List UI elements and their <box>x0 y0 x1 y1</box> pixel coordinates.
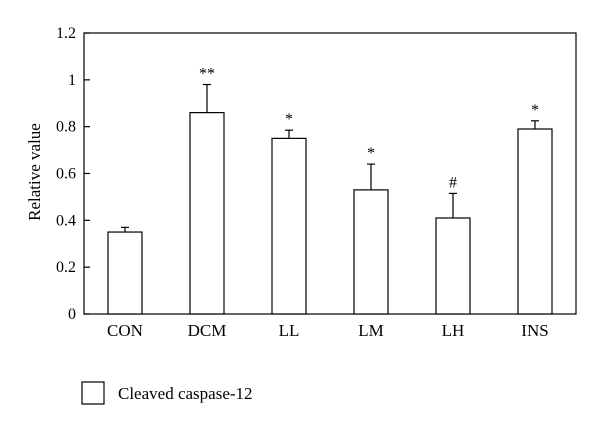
significance-label: * <box>531 102 539 119</box>
legend: Cleaved caspase-12 <box>81 381 253 405</box>
significance-label: # <box>449 174 457 191</box>
y-tick-label: 0.4 <box>56 212 76 229</box>
labels: 0 0.2 0.4 0.6 0.8 1 1.2 CON DCM ** LL * LM * LH # INS * <box>56 25 549 340</box>
bar <box>107 231 143 315</box>
axes <box>83 32 577 315</box>
bar <box>435 217 471 315</box>
bars <box>107 83 553 315</box>
legend-swatch <box>81 381 105 405</box>
significance-label: * <box>285 111 293 128</box>
y-tick-label: 1 <box>68 72 76 89</box>
x-tick-label: LL <box>279 321 300 340</box>
x-tick-label: INS <box>521 321 548 340</box>
legend-label: Cleaved caspase-12 <box>118 384 253 403</box>
bar <box>189 112 225 315</box>
significance-label: ** <box>199 66 215 83</box>
x-tick-label: LM <box>358 321 384 340</box>
y-axis-label: Relative value <box>25 123 44 221</box>
bar <box>353 189 389 315</box>
y-tick-label: 0.6 <box>56 166 76 183</box>
x-tick-label: DCM <box>188 321 227 340</box>
y-tick-label: 0 <box>68 306 76 323</box>
x-tick-label: LH <box>442 321 465 340</box>
significance-label: * <box>367 145 375 162</box>
plot-frame <box>83 32 577 315</box>
bar <box>517 128 553 315</box>
bar <box>271 137 307 315</box>
y-tick-label: 0.2 <box>56 259 76 276</box>
x-tick-label: CON <box>107 321 143 340</box>
y-tick-label: 0.8 <box>56 119 76 136</box>
y-tick-label: 1.2 <box>56 25 76 42</box>
